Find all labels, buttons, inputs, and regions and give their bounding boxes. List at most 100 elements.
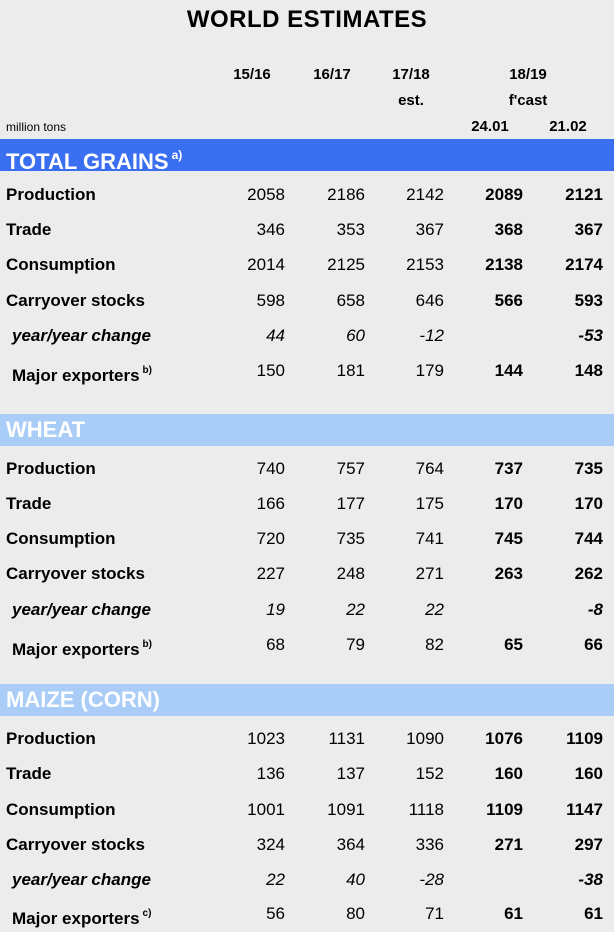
column-header-18-19: 18/19 <box>509 66 547 83</box>
row-label: year/year change <box>12 326 151 345</box>
table-cell: 40 <box>346 870 365 889</box>
table-row: Major exporters b) 68 79 82 65 66 <box>0 632 614 659</box>
table-row: Trade 166 177 175 170 170 <box>0 491 614 517</box>
column-header-21-02: 21.02 <box>549 118 587 135</box>
table-row: Carryover stocks 227 248 271 263 262 <box>0 561 614 587</box>
section-header-wheat: WHEAT <box>0 414 614 446</box>
table-row: Production 1023 1131 1090 1076 1109 <box>0 726 614 752</box>
table-row: year/year change 22 40 -28 -38 <box>0 867 614 893</box>
table-cell: 170 <box>494 494 523 513</box>
table-cell: 150 <box>256 361 285 380</box>
row-label: year/year change <box>12 600 151 619</box>
section-note: a) <box>171 148 183 162</box>
table-row: Consumption 1001 1091 1118 1109 1147 <box>0 797 614 823</box>
table-row: year/year change 19 22 22 -8 <box>0 597 614 623</box>
section-title: TOTAL GRAINS <box>6 149 169 174</box>
row-label: Production <box>6 729 96 748</box>
table-row: Consumption 720 735 741 745 744 <box>0 526 614 552</box>
row-label: Major exporters <box>12 909 140 928</box>
table-cell: 66 <box>584 635 603 654</box>
row-note: b) <box>142 365 152 376</box>
table-cell: 82 <box>425 635 444 654</box>
table-cell: 720 <box>256 529 285 548</box>
row-label: Trade <box>6 764 52 783</box>
section-title: MAIZE (CORN) <box>6 687 160 712</box>
row-note: b) <box>142 639 152 650</box>
row-label-wrap: Major exporters b) <box>12 358 152 389</box>
table-cell: 2186 <box>327 185 365 204</box>
table-cell: 2058 <box>247 185 285 204</box>
row-label: Trade <box>6 494 52 513</box>
table-cell: 1023 <box>247 729 285 748</box>
table-cell: 1076 <box>485 729 523 748</box>
table-cell: 593 <box>574 291 603 310</box>
table-cell: 658 <box>336 291 365 310</box>
unit-label: million tons <box>6 120 67 134</box>
table-cell: 22 <box>425 600 444 619</box>
row-note: c) <box>142 908 152 919</box>
table-cell: 368 <box>494 220 523 239</box>
table-cell: 2174 <box>565 255 603 274</box>
table-cell: 741 <box>415 529 444 548</box>
table-cell: -12 <box>419 326 444 345</box>
table-cell: 227 <box>256 564 285 583</box>
table-cell: 166 <box>256 494 285 513</box>
table-cell: 364 <box>336 835 365 854</box>
table-cell: 346 <box>256 220 285 239</box>
table-cell: 22 <box>346 600 365 619</box>
table-cell: 2153 <box>406 255 444 274</box>
row-label: Major exporters <box>12 366 140 385</box>
table-cell: 297 <box>574 835 603 854</box>
table-cell: 324 <box>256 835 285 854</box>
table-cell: 179 <box>415 361 444 380</box>
table-cell: 744 <box>574 529 603 548</box>
table-row: Trade 346 353 367 368 367 <box>0 217 614 243</box>
table-cell: 1109 <box>486 800 523 819</box>
table-row: Major exporters c) 56 80 71 61 61 <box>0 901 614 928</box>
table-cell: 1001 <box>247 800 285 819</box>
table-cell: 740 <box>256 459 285 478</box>
table-row: Production 2058 2186 2142 2089 2121 <box>0 182 614 208</box>
table-cell: 170 <box>574 494 603 513</box>
page-title: WORLD ESTIMATES <box>186 6 428 33</box>
table-cell: 137 <box>336 764 365 783</box>
table-row: Carryover stocks 598 658 646 566 593 <box>0 288 614 314</box>
table-cell: 175 <box>415 494 444 513</box>
table-cell: 353 <box>336 220 365 239</box>
table-cell: 22 <box>266 870 285 889</box>
column-header-16-17: 16/17 <box>313 66 351 83</box>
table-cell: 757 <box>336 459 365 478</box>
table-cell: 1091 <box>327 800 365 819</box>
column-header-fcast: f'cast <box>508 92 548 109</box>
column-header-17-18-est: est. <box>398 92 424 109</box>
section-header-total-grains: TOTAL GRAINS a) <box>0 139 614 174</box>
table-cell: 2014 <box>247 255 285 274</box>
table-cell: 735 <box>574 459 603 478</box>
row-label: Consumption <box>6 800 116 819</box>
section-header-maize: MAIZE (CORN) <box>0 684 614 716</box>
row-label: Consumption <box>6 255 116 274</box>
table-cell: 177 <box>336 494 365 513</box>
table-cell: 1147 <box>566 800 603 819</box>
table-cell: 1118 <box>408 800 444 819</box>
table-cell: 2121 <box>565 185 603 204</box>
table-cell: 60 <box>346 326 365 345</box>
row-label: Consumption <box>6 529 116 548</box>
table-cell: 44 <box>266 326 285 345</box>
table-row: Production 740 757 764 737 735 <box>0 456 614 482</box>
table-cell: 144 <box>494 361 523 380</box>
table-row: Trade 136 137 152 160 160 <box>0 761 614 787</box>
table-cell: 19 <box>266 600 285 619</box>
table-cell: 1131 <box>328 729 365 748</box>
table-cell: 271 <box>494 835 523 854</box>
column-header-17-18: 17/18 <box>392 66 430 83</box>
table-cell: 248 <box>336 564 365 583</box>
column-header-15-16: 15/16 <box>233 66 271 83</box>
table-row: Carryover stocks 324 364 336 271 297 <box>0 832 614 858</box>
table-row: Consumption 2014 2125 2153 2138 2174 <box>0 252 614 278</box>
table-cell: 152 <box>415 764 444 783</box>
table-cell: 80 <box>346 904 365 923</box>
table-cell: 367 <box>415 220 444 239</box>
table-cell: 2142 <box>406 185 444 204</box>
table-cell: 181 <box>336 361 365 380</box>
